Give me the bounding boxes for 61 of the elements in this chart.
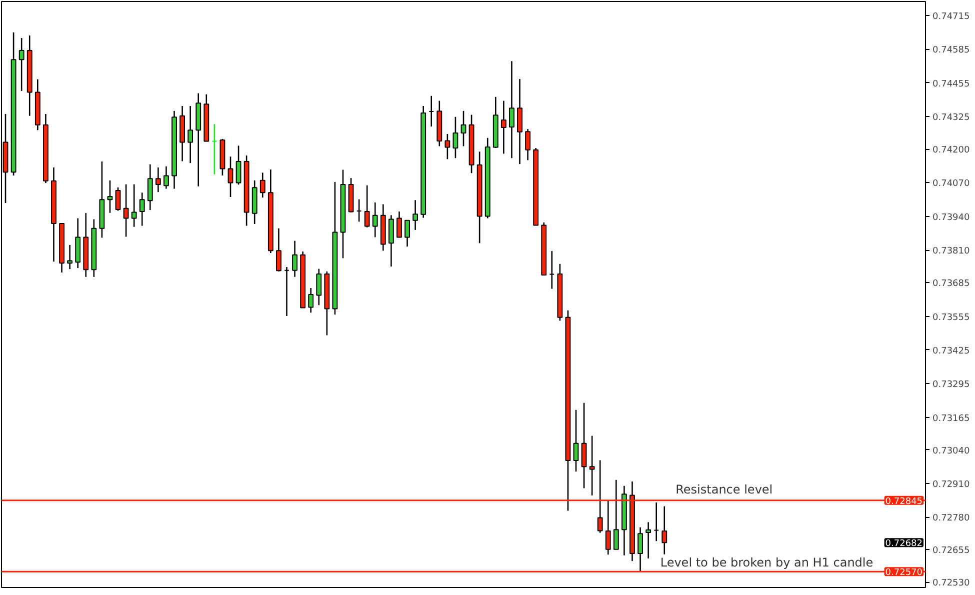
candlestick <box>236 145 242 186</box>
candlestick <box>525 128 530 161</box>
candlestick <box>115 186 121 212</box>
y-tick-label: 0.72530 <box>932 578 970 589</box>
y-tick-label: 0.72655 <box>932 546 970 556</box>
candlestick <box>316 268 322 306</box>
candlestick <box>364 184 370 228</box>
candlestick <box>404 220 410 248</box>
candlestick <box>662 506 668 555</box>
candlestick <box>500 100 506 154</box>
candlestick <box>292 240 298 278</box>
candlestick <box>581 402 587 489</box>
y-tick-label: 0.72780 <box>932 514 970 524</box>
candlestick <box>131 184 137 228</box>
candlestick <box>308 287 314 314</box>
candlestick <box>276 228 282 272</box>
candlestick <box>444 133 450 160</box>
annotation: 0.72570 <box>885 568 923 578</box>
candlestick <box>573 409 579 472</box>
y-tick-label: 0.73165 <box>932 414 970 424</box>
y-tick-label: 0.72910 <box>932 480 970 490</box>
candlestick <box>613 479 619 550</box>
y-tick-label: 0.74070 <box>932 179 970 190</box>
candlestick <box>517 78 522 165</box>
y-tick-label: 0.73425 <box>932 346 970 356</box>
candlestick <box>147 164 153 211</box>
candlestick <box>139 192 145 226</box>
candlestick <box>164 166 169 190</box>
candlestick <box>123 184 129 238</box>
candlestick <box>67 244 73 270</box>
y-tick-label: 0.74325 <box>932 113 970 124</box>
candlestick <box>155 166 161 193</box>
y-tick-label: 0.74585 <box>932 46 970 56</box>
ref-line-label: Resistance level <box>676 482 773 496</box>
y-tick-label: 0.73810 <box>932 246 970 257</box>
annotation: 0.72682 <box>885 539 922 550</box>
candlestick <box>372 202 378 238</box>
candlestick <box>589 435 595 496</box>
y-tick-label: 0.73295 <box>932 380 970 390</box>
candlestick <box>638 526 643 572</box>
candlestick <box>460 110 466 147</box>
candlestick <box>412 199 418 231</box>
candlestick <box>509 60 514 159</box>
y-tick-label: 0.74715 <box>932 12 970 22</box>
y-tick-label: 0.73940 <box>932 212 970 223</box>
candlestick <box>388 214 394 268</box>
candlestick <box>452 116 458 159</box>
candlestick <box>188 105 194 164</box>
candlestick <box>396 210 402 238</box>
candlestick <box>646 522 652 560</box>
candlestick <box>18 37 24 92</box>
y-tick-label: 0.74455 <box>932 79 970 90</box>
y-tick-label: 0.74200 <box>932 146 970 156</box>
y-tick-label: 0.73685 <box>932 279 970 290</box>
candlestick <box>107 180 113 214</box>
y-tick-label: 0.73040 <box>932 446 970 456</box>
annotation: 0.72845 <box>885 496 922 507</box>
y-tick-label: 0.73555 <box>932 312 970 323</box>
candlestick <box>228 156 234 198</box>
ref-line-label: Level to be broken by an H1 candle <box>660 556 874 570</box>
candlestick <box>260 172 266 198</box>
